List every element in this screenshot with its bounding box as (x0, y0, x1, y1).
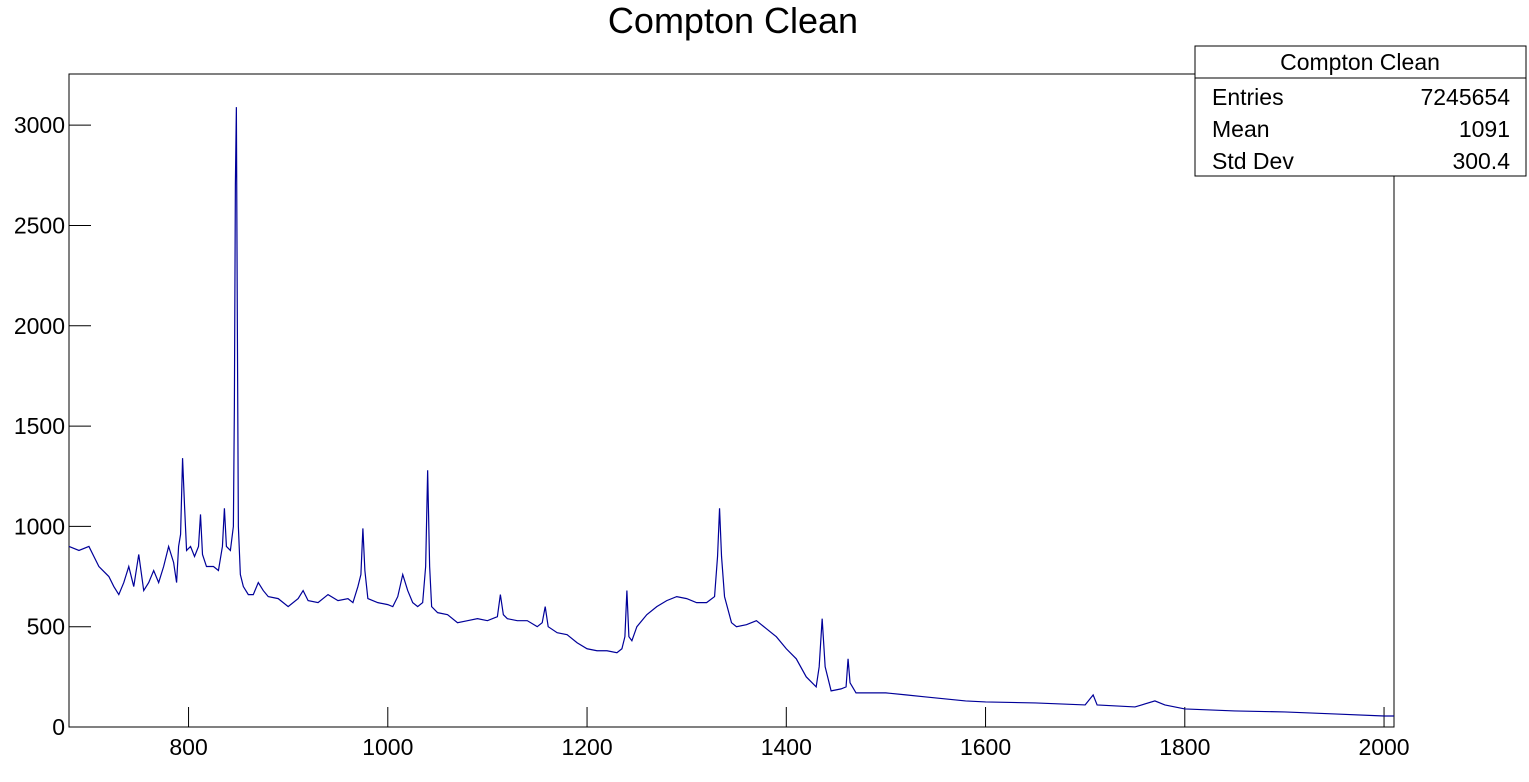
spectrum-line (68, 107, 1394, 717)
stats-value: 300.4 (1452, 148, 1510, 174)
stats-title: Compton Clean (1280, 49, 1440, 75)
y-tick-label: 2500 (14, 212, 65, 238)
x-tick-label: 1600 (960, 734, 1011, 760)
stats-frame (1194, 45, 1527, 177)
chart-title: Compton Clean (608, 0, 858, 41)
x-tick-label: 1000 (362, 734, 413, 760)
plot-frame (68, 73, 1395, 728)
stats-value: 1091 (1459, 116, 1510, 142)
x-tick-label: 1200 (561, 734, 612, 760)
y-tick-label: 1000 (14, 513, 65, 539)
y-tick-label: 500 (27, 614, 65, 640)
x-tick-label: 1800 (1159, 734, 1210, 760)
x-tick-label: 2000 (1358, 734, 1409, 760)
y-tick-label: 1500 (14, 413, 65, 439)
stats-value: 7245654 (1420, 84, 1510, 110)
stats-label: Mean (1212, 116, 1270, 142)
stats-label: Entries (1212, 84, 1284, 110)
y-tick-label: 3000 (14, 112, 65, 138)
y-tick-label: 0 (52, 714, 65, 740)
y-tick-label: 2000 (14, 313, 65, 339)
x-tick-label: 800 (169, 734, 207, 760)
x-tick-label: 1400 (761, 734, 812, 760)
stats-label: Std Dev (1212, 148, 1294, 174)
stats-box: Compton Clean Entries 7245654 Mean 1091 … (1194, 45, 1527, 177)
